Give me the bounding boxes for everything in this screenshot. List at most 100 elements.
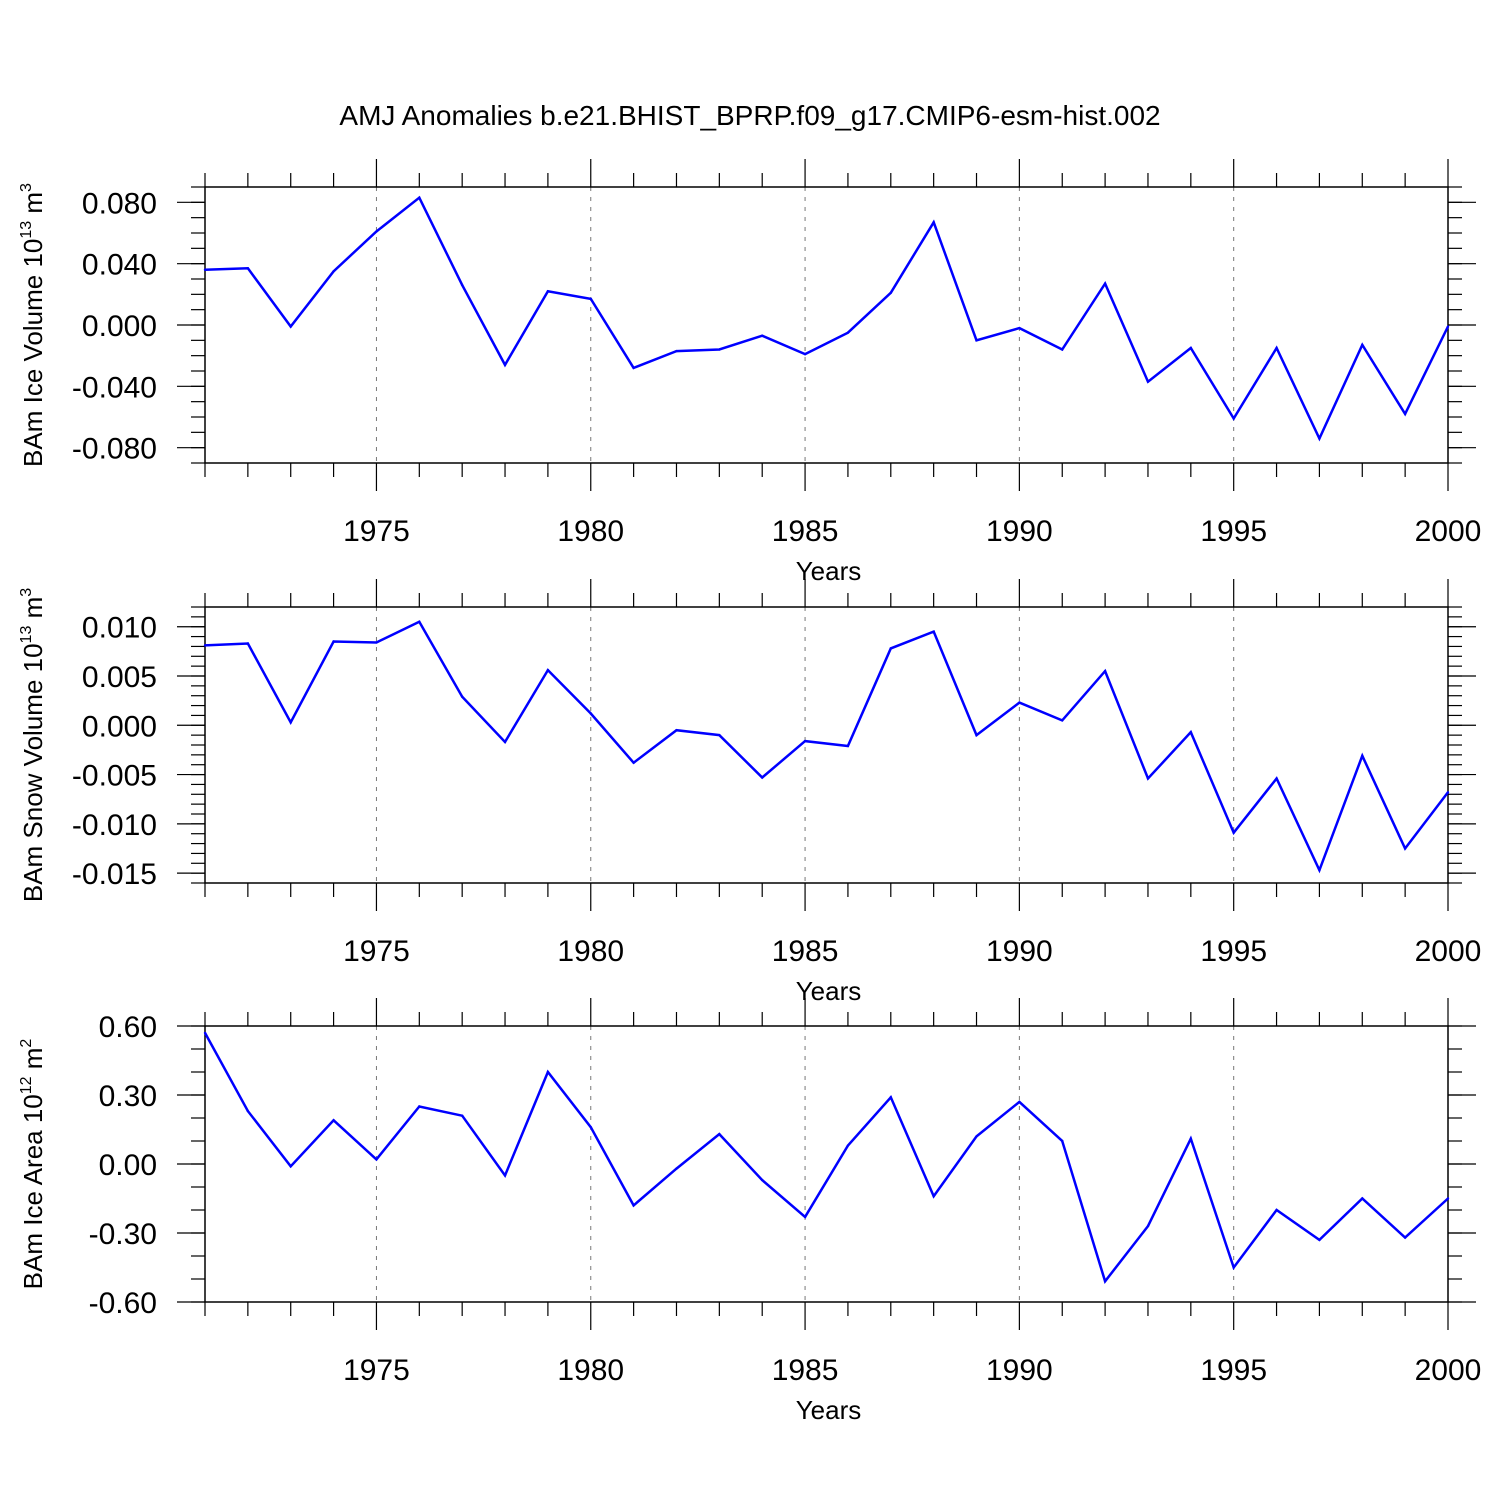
y-tick-label: 0.010 — [82, 612, 157, 645]
data-point-2000 — [1446, 791, 1450, 794]
data-point-1973 — [289, 325, 292, 328]
y-axis-label: BAm Ice Volume 1013 m3 — [18, 183, 48, 467]
data-point-1990 — [1018, 701, 1021, 704]
series-line — [204, 195, 1450, 442]
x-tick-label: 2000 — [1415, 1354, 1482, 1387]
data-point-1979 — [546, 668, 550, 672]
data-point-1995 — [1232, 831, 1235, 834]
data-point-1988 — [932, 630, 935, 633]
data-point-1973 — [289, 721, 292, 724]
data-point-1979 — [546, 1070, 550, 1074]
y-tick-label: 0.005 — [82, 661, 157, 694]
data-point-1989 — [975, 1135, 978, 1138]
x-axis-label: Years — [796, 1395, 862, 1425]
data-point-1986 — [846, 1144, 850, 1147]
data-point-1983 — [718, 348, 721, 351]
data-point-1975 — [375, 1158, 378, 1161]
data-point-1996 — [1275, 777, 1278, 780]
x-tick-label: 2000 — [1415, 935, 1482, 968]
data-point-1997 — [1318, 437, 1321, 440]
data-point-1981 — [632, 1204, 635, 1207]
data-point-1996 — [1275, 1208, 1278, 1212]
x-tick-label: 1995 — [1200, 935, 1267, 968]
x-tick-label: 1985 — [772, 935, 839, 968]
panel-1: 1975 1980 1985 1990 1995 2000 Years 0.080 0.040 0… — [18, 159, 1481, 586]
y-tick-label: 0.040 — [82, 249, 157, 282]
data-point-1990 — [1018, 326, 1021, 330]
data-point-1974 — [332, 1119, 335, 1122]
data-point-1976 — [418, 196, 421, 199]
data-point-1987 — [889, 647, 892, 650]
data-point-1985 — [803, 739, 807, 743]
data-point-1989 — [975, 339, 978, 342]
y-tick-label: -0.040 — [72, 371, 157, 404]
y-tick-label: -0.015 — [72, 858, 157, 891]
x-tick-label: 1975 — [343, 515, 410, 548]
data-point-1988 — [932, 221, 935, 224]
x-tick-label: 1985 — [772, 515, 839, 548]
data-point-1983 — [718, 733, 721, 737]
data-point-1986 — [846, 331, 850, 334]
data-point-1982 — [675, 729, 678, 732]
data-point-1974 — [332, 640, 335, 643]
data-point-1984 — [761, 1178, 764, 1182]
data-point-1999 — [1403, 1236, 1407, 1239]
data-point-1980 — [589, 297, 592, 301]
data-point-1978 — [503, 740, 507, 744]
x-tick-label: 1995 — [1200, 515, 1267, 548]
data-point-1994 — [1189, 1137, 1193, 1140]
data-point-1977 — [460, 1114, 464, 1117]
data-point-1989 — [975, 733, 978, 737]
data-point-1993 — [1146, 380, 1150, 383]
y-axis-label-text: BAm Snow Volume 10 — [18, 643, 48, 902]
data-point-1997 — [1318, 1238, 1321, 1242]
y-axis-label-unit: m — [18, 597, 48, 626]
data-point-1988 — [932, 1195, 935, 1198]
data-point-1996 — [1275, 346, 1278, 350]
data-point-1986 — [846, 744, 850, 748]
x-tick-label: 1975 — [343, 935, 410, 968]
data-point-1994 — [1189, 730, 1193, 734]
x-tick-label: 1980 — [557, 1354, 624, 1387]
data-point-1981 — [632, 761, 635, 764]
y-axis-label-unit-exponent: 2 — [18, 1039, 35, 1048]
data-point-1993 — [1146, 1224, 1150, 1228]
y-tick-label: -0.080 — [72, 433, 157, 466]
x-axis-label: Years — [796, 976, 862, 1006]
data-point-1971 — [203, 644, 207, 647]
x-tick-label: 1990 — [986, 515, 1053, 548]
data-point-1977 — [460, 695, 464, 698]
data-point-1978 — [503, 1174, 507, 1177]
data-point-1987 — [889, 291, 892, 294]
y-tick-label: 0.60 — [99, 1011, 157, 1044]
data-point-1980 — [589, 1126, 592, 1129]
y-axis-label-unit: m — [18, 192, 48, 221]
data-point-1975 — [375, 230, 378, 233]
x-tick-label: 1985 — [772, 1354, 839, 1387]
data-point-1999 — [1403, 847, 1407, 850]
y-tick-label: -0.010 — [72, 809, 157, 842]
y-tick-label: 0.080 — [82, 187, 157, 220]
data-point-1990 — [1018, 1100, 1021, 1104]
data-point-1998 — [1361, 343, 1364, 347]
data-point-1977 — [460, 283, 464, 287]
data-point-1991 — [1061, 1139, 1064, 1143]
y-tick-label: -0.30 — [89, 1218, 157, 1251]
series-line — [203, 1032, 1449, 1284]
data-point-2000 — [1446, 325, 1450, 328]
data-point-1971 — [203, 268, 207, 271]
x-tick-label: 1975 — [343, 1354, 410, 1387]
data-point-1999 — [1403, 412, 1407, 416]
data-point-1982 — [675, 1167, 678, 1170]
data-point-2000 — [1446, 1197, 1450, 1200]
data-point-1978 — [503, 363, 507, 367]
y-axis-label-exponent: 13 — [18, 221, 35, 239]
y-tick-label: -0.60 — [89, 1287, 157, 1320]
y-axis-label: BAm Snow Volume 1013 m3 — [18, 588, 48, 902]
y-tick-label: 0.00 — [99, 1149, 157, 1182]
data-point-1971 — [203, 1031, 207, 1035]
data-point-1972 — [246, 642, 250, 645]
data-point-1998 — [1361, 754, 1364, 758]
x-tick-label: 1980 — [557, 935, 624, 968]
data-point-1983 — [718, 1132, 721, 1136]
